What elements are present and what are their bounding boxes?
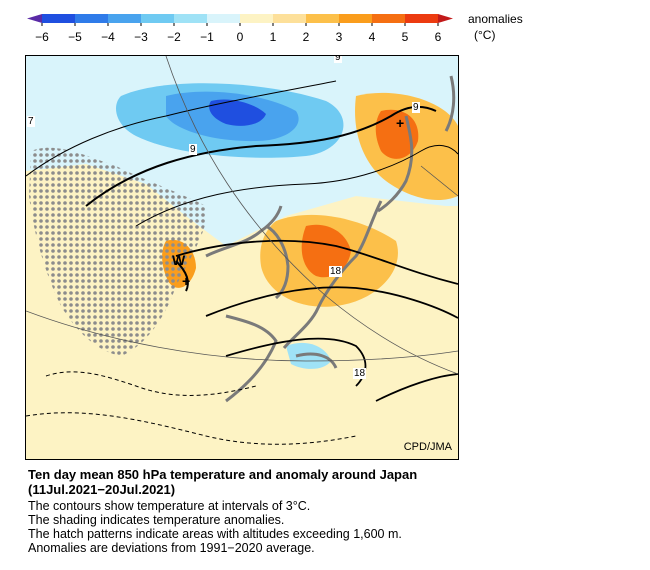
colorbar-tick: 0 bbox=[236, 30, 244, 44]
warm-center-plus-icon: + bbox=[182, 273, 191, 289]
legend-title: anomalies bbox=[468, 12, 523, 26]
contour-line bbox=[175, 239, 458, 285]
korea-coast bbox=[265, 224, 290, 300]
legend-unit: (°C) bbox=[474, 28, 496, 42]
contour-line bbox=[175, 260, 189, 292]
graticule bbox=[26, 56, 458, 375]
contour-line bbox=[85, 105, 437, 207]
colorbar-segment bbox=[240, 14, 273, 23]
colorbar-tick: 3 bbox=[335, 30, 343, 44]
colorbar-tick: 1 bbox=[269, 30, 277, 44]
colorbar-segment bbox=[42, 14, 75, 23]
china-east-coast bbox=[225, 314, 278, 403]
anomaly-colorbar: −6 −5 −4 −3 −2 −1 0 1 2 3 4 5 6 bbox=[25, 12, 465, 44]
caption-line: The shading indicates temperature anomal… bbox=[28, 513, 285, 527]
colorbar-tick: −4 bbox=[101, 30, 115, 44]
contour-line bbox=[135, 144, 458, 227]
cool-anomaly-south bbox=[286, 342, 331, 369]
figure-caption: Ten day mean 850 hPa temperature and ano… bbox=[28, 467, 638, 555]
caption-line: The hatch patterns indicate areas with a… bbox=[28, 527, 402, 541]
colorbar-segment bbox=[207, 14, 240, 23]
colorbar-segment bbox=[174, 14, 207, 23]
colorbar-tick: 6 bbox=[434, 30, 442, 44]
contour-label: 9 bbox=[189, 144, 197, 155]
colorbar-segment bbox=[75, 14, 108, 23]
caption-period: (11Jul.2021−20Jul.2021) bbox=[28, 482, 176, 497]
map-canvas bbox=[26, 56, 458, 459]
contour-line bbox=[26, 80, 337, 177]
colorbar-tick: 5 bbox=[401, 30, 409, 44]
colorbar-segment bbox=[372, 14, 405, 23]
colorbar-segment bbox=[405, 14, 438, 23]
kyushu-coast bbox=[295, 352, 338, 369]
caption-title: Ten day mean 850 hPa temperature and ano… bbox=[28, 467, 418, 482]
contour-line bbox=[26, 412, 357, 445]
caption-line: Anomalies are deviations from 1991−2020 … bbox=[28, 541, 315, 555]
contour-line bbox=[375, 373, 458, 402]
colorbar-segment bbox=[273, 14, 306, 23]
contour-label: 9 bbox=[334, 56, 342, 63]
caption-line: The contours show temperature at interva… bbox=[28, 499, 311, 513]
warm-marker: W bbox=[172, 252, 186, 268]
japan-coast bbox=[282, 200, 383, 349]
contour-line bbox=[45, 371, 257, 396]
china-north-coast bbox=[205, 205, 283, 258]
colorbar-segment bbox=[108, 14, 141, 23]
sakhalin-coast bbox=[377, 115, 414, 213]
colorbar-tick: −3 bbox=[134, 30, 148, 44]
colorbar-tick: −1 bbox=[200, 30, 214, 44]
colorbar-tick: 2 bbox=[302, 30, 310, 44]
colorbar-segment bbox=[306, 14, 339, 23]
colorbar-scale bbox=[27, 14, 453, 26]
warm-anomaly-japan-core bbox=[301, 224, 351, 278]
contour-line bbox=[205, 286, 458, 319]
contour-label: 9 bbox=[412, 102, 420, 113]
high-terrain-hatch bbox=[29, 147, 207, 356]
colorbar-segment bbox=[141, 14, 174, 23]
map-credit: CPD/JMA bbox=[403, 441, 452, 453]
colorbar-tick: 4 bbox=[368, 30, 376, 44]
colorbar-tick: −5 bbox=[68, 30, 82, 44]
kamchatka-coast bbox=[444, 75, 456, 132]
colorbar-tick: −6 bbox=[35, 30, 49, 44]
contour-label: 18 bbox=[329, 266, 343, 277]
colorbar-tick: −2 bbox=[167, 30, 181, 44]
temperature-anomaly-map: 9 9 9 18 18 7 W + + CPD/JMA bbox=[25, 55, 459, 460]
colorbar-segment bbox=[339, 14, 372, 23]
contour-label: 18 bbox=[353, 368, 367, 379]
cold-anomaly-max bbox=[209, 99, 266, 126]
coastlines bbox=[205, 75, 456, 403]
contour-label: 7 bbox=[27, 116, 35, 127]
colorbar-left-arrow bbox=[27, 14, 42, 23]
warm-center-plus-icon: + bbox=[396, 115, 405, 131]
colorbar-right-arrow bbox=[438, 14, 453, 23]
